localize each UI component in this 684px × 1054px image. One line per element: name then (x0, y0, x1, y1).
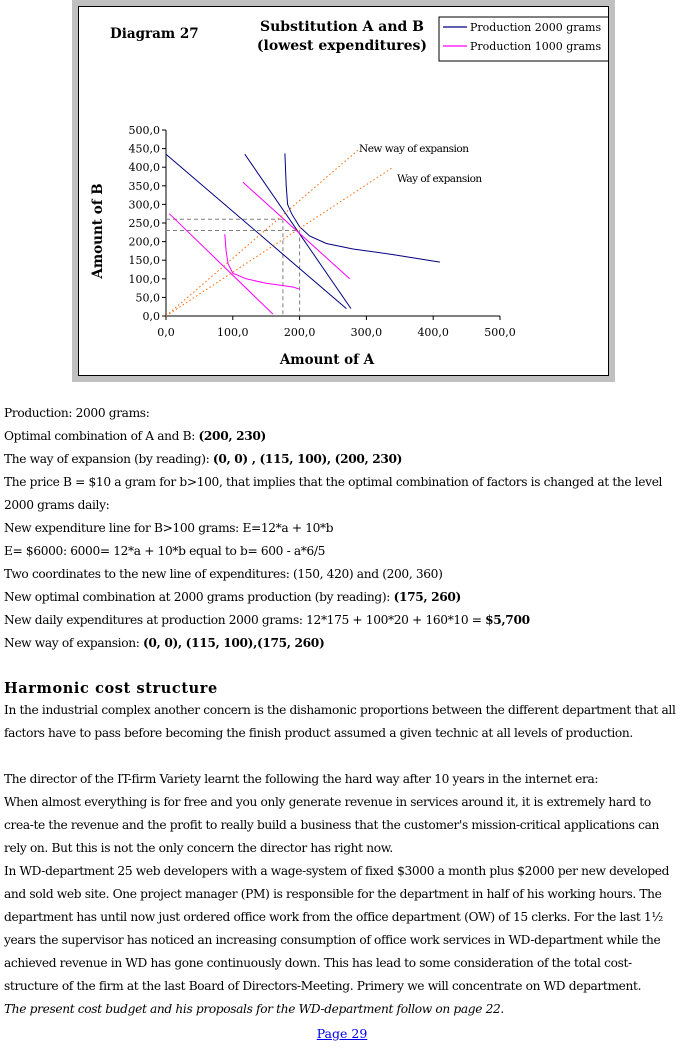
legend-box (438, 16, 608, 62)
optimal-combination-line: Optimal combination of A and B: (200, 23… (4, 429, 266, 443)
production-calculation: Production: 2000 grams: Optimal combinat… (4, 402, 680, 655)
chart-title-line1: Substitution A and B (260, 19, 424, 35)
y-tick-label: 500,0 (129, 124, 161, 137)
price-change-line: The price B = $10 a gram for b>100, that… (4, 475, 663, 512)
chart-area: Diagram 27 Substitution A and B (lowest … (78, 6, 609, 376)
coordinates-line: Two coordinates to the new line of expen… (4, 567, 443, 581)
production-line: Production: 2000 grams: (4, 406, 150, 420)
y-tick-label: 100,0 (129, 273, 161, 286)
budget-line-4 (242, 181, 351, 280)
legend-label: Production 2000 grams (470, 21, 601, 34)
x-tick-label: 300,0 (351, 326, 383, 339)
budget-line-2 (165, 153, 347, 309)
x-tick-label: 100,0 (217, 326, 249, 339)
expansion-path-6 (165, 148, 361, 317)
x-tick-label: 200,0 (284, 326, 316, 339)
expenditure-line: New expenditure line for B>100 grams: E=… (4, 521, 334, 535)
y-tick-label: 200,0 (129, 236, 161, 249)
y-axis-title: Amount of B (90, 183, 106, 279)
x-tick-label: 500,0 (484, 326, 516, 339)
new-optimal-combination-line: New optimal combination at 2000 grams pr… (4, 590, 461, 604)
way-of-expansion-line: The way of expansion (by reading): (0, 0… (4, 452, 403, 466)
annotation-way-of-expansion: Way of expansion (397, 173, 482, 185)
series-line-production-1000-grams (224, 234, 300, 290)
y-tick-label: 150,0 (129, 254, 161, 267)
expansion-path-7 (165, 166, 394, 317)
section-heading: Harmonic cost structure (4, 680, 218, 697)
x-axis-title: Amount of A (279, 352, 375, 368)
y-tick-label: 350,0 (129, 180, 161, 193)
x-tick-label: 0,0 (157, 326, 175, 339)
y-tick-label: 250,0 (129, 217, 161, 230)
harmonic-cost-section: Harmonic cost structure In the industria… (4, 679, 680, 1021)
paragraph-industrial-complex: In the industrial complex another concer… (4, 703, 676, 740)
series-line-production-2000-grams (284, 153, 440, 263)
paragraph-director-intro: The director of the IT-firm Variety lear… (4, 772, 599, 786)
paragraph-cost-budget-note: The present cost budget and his proposal… (4, 1002, 504, 1016)
y-tick-label: 400,0 (129, 161, 161, 174)
legend-label: Production 1000 grams (470, 40, 601, 53)
plot-area: 0,0 100,0 200,0 300,0 400,0 500,0 0,0 50,0 100,0… (129, 124, 516, 339)
paragraph-wd-department: In WD-department 25 web developers with … (4, 864, 670, 993)
y-tick-label: 0,0 (143, 310, 161, 323)
chart-svg: Diagram 27 Substitution A and B (lowest … (90, 16, 608, 368)
expenditure-equation-line: E= $6000: 6000= 12*a + 10*b equal to b= … (4, 544, 326, 558)
y-tick-label: 50,0 (136, 291, 161, 304)
chart-legend: Production 2000 grams Production 1000 gra… (438, 16, 608, 62)
paragraph-revenue-concern: When almost everything is for free and y… (4, 795, 660, 855)
chart-title-line2: (lowest expenditures) (257, 38, 427, 54)
new-daily-expenditures-line: New daily expenditures at production 200… (4, 613, 530, 627)
page-link[interactable]: Page 29 (316, 1026, 368, 1041)
x-tick-label: 400,0 (417, 326, 449, 339)
diagram-label: Diagram 27 (110, 26, 199, 42)
new-way-of-expansion-line: New way of expansion: (0, 0), (115, 100)… (4, 636, 325, 650)
budget-line-5 (168, 213, 274, 315)
page-navigation: Page 29 (0, 1026, 684, 1041)
y-tick-label: 300,0 (129, 198, 161, 211)
annotation-new-way-of-expansion: New way of expansion (359, 143, 469, 155)
diagram-figure: Diagram 27 Substitution A and B (lowest … (72, 0, 615, 382)
y-tick-label: 450,0 (129, 143, 161, 156)
